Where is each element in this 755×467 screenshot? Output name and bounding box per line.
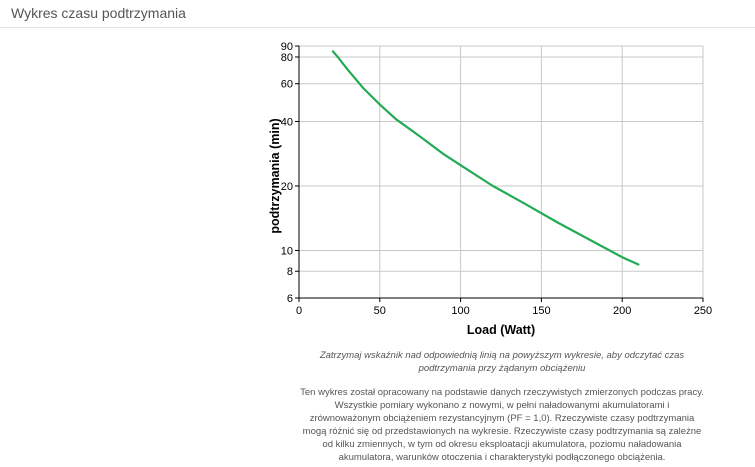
y-tick-label: 20 <box>281 181 293 193</box>
panel-header: Wykres czasu podtrzymania <box>0 0 755 28</box>
y-axis-title: podtrzymania (min) <box>268 118 282 233</box>
y-tick-label: 60 <box>281 79 293 91</box>
y-tick-label: 6 <box>287 293 293 305</box>
x-tick-label: 0 <box>296 305 302 317</box>
series-line[interactable] <box>331 50 640 266</box>
description-line: akumulatora, warunków otoczenia i charak… <box>338 452 666 463</box>
y-tick-label: 8 <box>287 266 293 278</box>
description-line: mogą różnić się od przedstawionych na wy… <box>302 426 702 437</box>
hint-line: Zatrzymaj wskaźnik nad odpowiednią linią… <box>319 350 685 361</box>
description-line: zrównoważonym obciążeniem rezystancyjnym… <box>309 413 695 424</box>
description-line: Wszystkie pomiary wykonano z nowymi, w p… <box>334 400 670 411</box>
y-tick-label: 10 <box>281 245 293 257</box>
x-tick-label: 150 <box>532 305 550 317</box>
x-axis-title: Load (Watt) <box>467 323 535 337</box>
y-tick-label: 90 <box>281 41 293 53</box>
y-tick-label: 80 <box>281 52 293 64</box>
x-tick-label: 50 <box>374 305 386 317</box>
x-tick-label: 100 <box>451 305 469 317</box>
hint-line: podtrzymania przy żądanym obciążeniu <box>418 363 586 374</box>
description-line: Ten wykres został opracowany na podstawi… <box>300 387 704 398</box>
chart-description: Ten wykres został opracowany na podstawi… <box>262 386 742 464</box>
y-tick-label: 40 <box>281 116 293 128</box>
chart-hint: Zatrzymaj wskaźnik nad odpowiednią linią… <box>262 349 742 375</box>
x-tick-label: 200 <box>613 305 631 317</box>
description-line: od kilku zmiennych, w tym od okresu eksp… <box>322 439 682 450</box>
panel-title: Wykres czasu podtrzymania <box>11 5 186 21</box>
x-tick-label: 250 <box>694 305 712 317</box>
